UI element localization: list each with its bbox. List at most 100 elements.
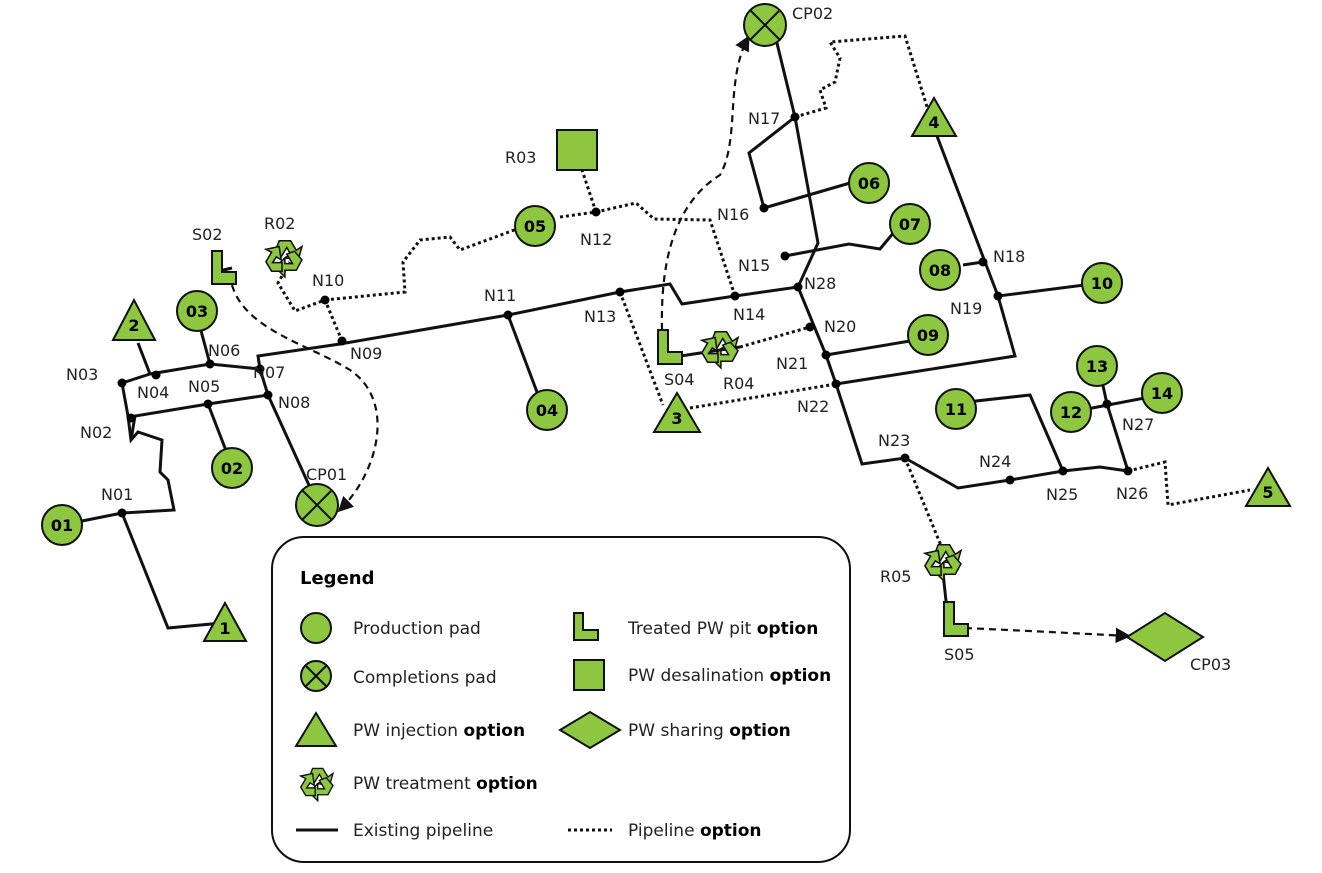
label-N17: N17 (748, 109, 780, 128)
junction-N16 (759, 203, 769, 213)
label-R04: R04 (723, 374, 754, 393)
svg-text:Pipeline option: Pipeline option (628, 821, 762, 841)
junction-N19 (993, 291, 1003, 301)
injection-3: 3 (652, 391, 702, 433)
injection-5: 5 (1244, 466, 1292, 507)
svg-text:09: 09 (917, 326, 939, 345)
legend-pit: Treated PW pit option (573, 612, 818, 641)
label-S05: S05 (944, 645, 975, 664)
completions-pads: CP01 CP02 (295, 3, 833, 527)
label-N19: N19 (950, 299, 982, 318)
label-R05: R05 (880, 567, 911, 586)
pit-S04: S04 (657, 329, 695, 389)
label-R02: R02 (264, 214, 295, 233)
svg-text:07: 07 (899, 215, 921, 234)
production-pad-13: 13 (1076, 345, 1118, 387)
label-N01: N01 (101, 485, 133, 504)
production-pad-03: 03 (176, 290, 218, 332)
svg-text:Treated PW pit option: Treated PW pit option (627, 619, 818, 639)
svg-text:PW desalination option: PW desalination option (628, 666, 831, 686)
label-S02: S02 (192, 225, 223, 244)
label-N23: N23 (878, 431, 910, 450)
svg-text:Existing pipeline: Existing pipeline (353, 821, 493, 841)
injection-options: 1 2 3 4 5 (111, 96, 1292, 642)
junction-N08 (263, 390, 273, 400)
legend-injection: PW injection option (294, 711, 525, 747)
label-N22: N22 (797, 397, 829, 416)
label-S04: S04 (664, 370, 695, 389)
completions-pad-CP01: CP01 (295, 465, 347, 527)
label-N24: N24 (979, 452, 1011, 471)
junction-N14 (730, 291, 740, 301)
svg-text:02: 02 (221, 459, 243, 478)
legend-box (271, 536, 851, 863)
label-N08: N08 (278, 393, 310, 412)
junction-N18 (978, 257, 988, 267)
svg-text:13: 13 (1086, 357, 1108, 376)
label-N07: N07 (253, 363, 285, 382)
label-N13: N13 (584, 307, 616, 326)
label-CP03: CP03 (1190, 655, 1231, 674)
svg-text:06: 06 (858, 174, 880, 193)
production-pad-10: 10 (1081, 262, 1123, 304)
legend-completions: Completions pad (300, 660, 497, 692)
legend-sharing: PW sharing option (558, 710, 791, 750)
label-N12: N12 (580, 230, 612, 249)
label-N05: N05 (188, 377, 220, 396)
label-N11: N11 (484, 286, 516, 305)
label-N26: N26 (1116, 484, 1148, 503)
label-N28: N28 (804, 274, 836, 293)
svg-text:2: 2 (128, 316, 139, 335)
treatment-R04: R04 (701, 331, 754, 393)
production-pad-02: 02 (211, 447, 253, 489)
production-pad-11: 11 (935, 388, 977, 430)
junction-N13 (615, 287, 625, 297)
label-N06: N06 (208, 341, 240, 360)
label-CP02: CP02 (792, 4, 833, 23)
svg-text:Production pad: Production pad (353, 619, 481, 639)
production-pad-06: 06 (848, 162, 890, 204)
junction-N21 (821, 350, 831, 360)
legend: Legend Production pad Completions pad PW… (271, 536, 851, 863)
svg-text:3: 3 (671, 409, 682, 428)
legend-production: Production pad (300, 612, 481, 644)
junction-N20 (805, 322, 815, 332)
treatment-R05: R05 (880, 544, 962, 586)
legend-pipeline-option: Pipeline option (568, 821, 762, 841)
production-pad-12: 12 (1050, 391, 1092, 433)
label-N03: N03 (66, 365, 98, 384)
label-N02: N02 (80, 423, 112, 442)
svg-text:PW sharing option: PW sharing option (628, 721, 791, 741)
junction-N12 (591, 207, 601, 217)
label-N15: N15 (738, 256, 770, 275)
legend-existing: Existing pipeline (296, 821, 493, 841)
junction-N06 (205, 359, 215, 369)
svg-text:01: 01 (51, 516, 73, 535)
label-R03: R03 (505, 148, 536, 167)
svg-text:04: 04 (536, 401, 558, 420)
production-pad-14: 14 (1141, 372, 1183, 414)
injection-2: 2 (111, 297, 157, 341)
pit-S02: S02 (192, 225, 237, 285)
junction-N09 (337, 336, 347, 346)
pit-options: S02 S04 S05 (192, 225, 975, 664)
svg-text:1: 1 (219, 619, 230, 638)
junction-N22 (831, 379, 841, 389)
node-labels: N01 N02 N03 N04 N05 N06 N07 N08 N09 N10 … (66, 109, 1154, 504)
junction-N15 (780, 251, 790, 261)
junction-N07 (255, 364, 265, 374)
legend-title: Legend (300, 568, 374, 589)
junction-N25 (1058, 466, 1068, 476)
svg-text:11: 11 (945, 400, 967, 419)
production-pad-09: 09 (907, 314, 949, 356)
label-N27: N27 (1122, 415, 1154, 434)
junction-nodes (117, 112, 1133, 518)
dashed-flows (230, 35, 1132, 644)
svg-text:12: 12 (1060, 403, 1082, 422)
pipeline-options (276, 34, 1251, 549)
label-N09: N09 (350, 344, 382, 363)
desalination-R03: R03 (505, 129, 598, 171)
svg-text:PW injection option: PW injection option (353, 721, 525, 741)
svg-text:05: 05 (524, 217, 546, 236)
